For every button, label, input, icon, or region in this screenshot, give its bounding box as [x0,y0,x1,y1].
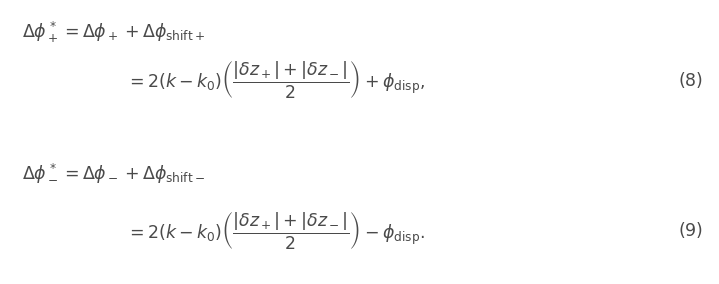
Text: $\Delta\phi^*_- = \Delta\phi_- + \Delta\phi_{\mathrm{shift-}}$: $\Delta\phi^*_- = \Delta\phi_- + \Delta\… [22,162,205,185]
Text: $\Delta\phi^*_+ = \Delta\phi_+ + \Delta\phi_{\mathrm{shift+}}$: $\Delta\phi^*_+ = \Delta\phi_+ + \Delta\… [22,20,205,45]
Text: $(9)$: $(9)$ [678,220,703,240]
Text: $= 2(k - k_0)\left(\dfrac{|\delta z_+| + |\delta z_-|}{2}\right) + \phi_{\mathrm: $= 2(k - k_0)\left(\dfrac{|\delta z_+| +… [126,59,425,100]
Text: $= 2(k - k_0)\left(\dfrac{|\delta z_+| + |\delta z_-|}{2}\right) - \phi_{\mathrm: $= 2(k - k_0)\left(\dfrac{|\delta z_+| +… [126,210,425,250]
Text: $(8)$: $(8)$ [678,70,703,89]
